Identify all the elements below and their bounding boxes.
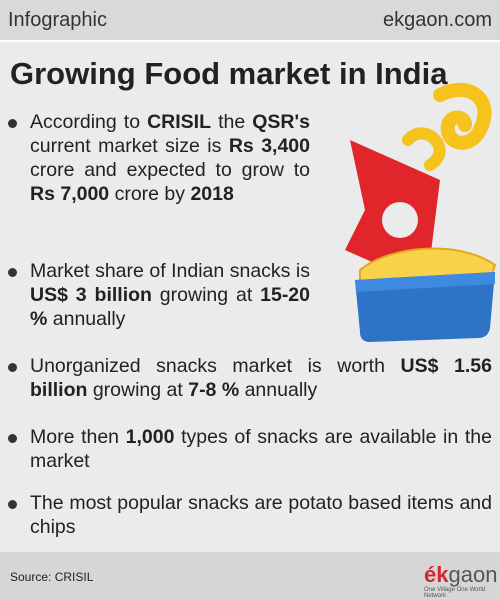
text: the (211, 111, 253, 133)
bold-text: 1,000 (125, 426, 175, 448)
bullet-dot (8, 500, 17, 509)
text: The most popular snacks are potato based… (30, 492, 492, 538)
text: crore and expected to grow to (30, 159, 310, 181)
bullet-dot (8, 268, 17, 277)
bullet-dot (8, 434, 17, 443)
bullet-text: Unorganized snacks market is worth US$ 1… (30, 354, 492, 402)
source: Source: CRISIL (10, 570, 94, 584)
bullet-text: Market share of Indian snacks is US$ 3 b… (30, 259, 310, 331)
logo-rest: gaon (448, 562, 498, 587)
bold-text: US$ 3 billion (30, 284, 152, 306)
text: annually (47, 308, 126, 330)
title: Growing Food market in India (10, 56, 448, 91)
bold-text: 7-8 % (188, 379, 240, 401)
text: More then (30, 426, 126, 448)
tagline: One Village One World Network (424, 587, 486, 599)
text: annually (239, 379, 318, 401)
text: growing at (151, 284, 261, 306)
text: current market size is (30, 135, 229, 157)
bold-text: Rs 7,000 (30, 183, 110, 205)
bullet-text: According to CRISIL the QSR's current ma… (30, 110, 310, 206)
bold-text: CRISIL (147, 111, 212, 133)
bullet-text: More then 1,000 types of snacks are avai… (30, 425, 492, 473)
header-bar: Infographic ekgaon.com (0, 0, 500, 42)
text: crore by (109, 183, 191, 205)
text: growing at (87, 379, 189, 401)
logo[interactable]: ékgaon (424, 562, 497, 588)
bold-text: 2018 (190, 183, 234, 205)
bullet-text: The most popular snacks are potato based… (30, 491, 492, 539)
bold-text: 15-20 % (30, 284, 310, 330)
header-label: Infographic (8, 9, 107, 31)
bold-text: Rs 3,400 (228, 135, 310, 157)
text: Market share of Indian snacks is (30, 260, 310, 282)
text: types of snacks are available in the mar… (30, 426, 492, 472)
header-site[interactable]: ekgaon.com (383, 9, 492, 31)
bold-text: QSR's (252, 111, 310, 133)
bullet-dot (8, 119, 17, 128)
text: According to (30, 111, 148, 133)
text: Unorganized snacks market is worth (30, 355, 401, 377)
logo-accent: ék (424, 562, 449, 587)
snack-illustration (345, 83, 497, 342)
bold-text: US$ 1.56 billion (30, 355, 492, 401)
footer: Source: CRISIL ékgaon One Village One Wo… (0, 552, 500, 600)
bullet-dot (8, 363, 17, 372)
